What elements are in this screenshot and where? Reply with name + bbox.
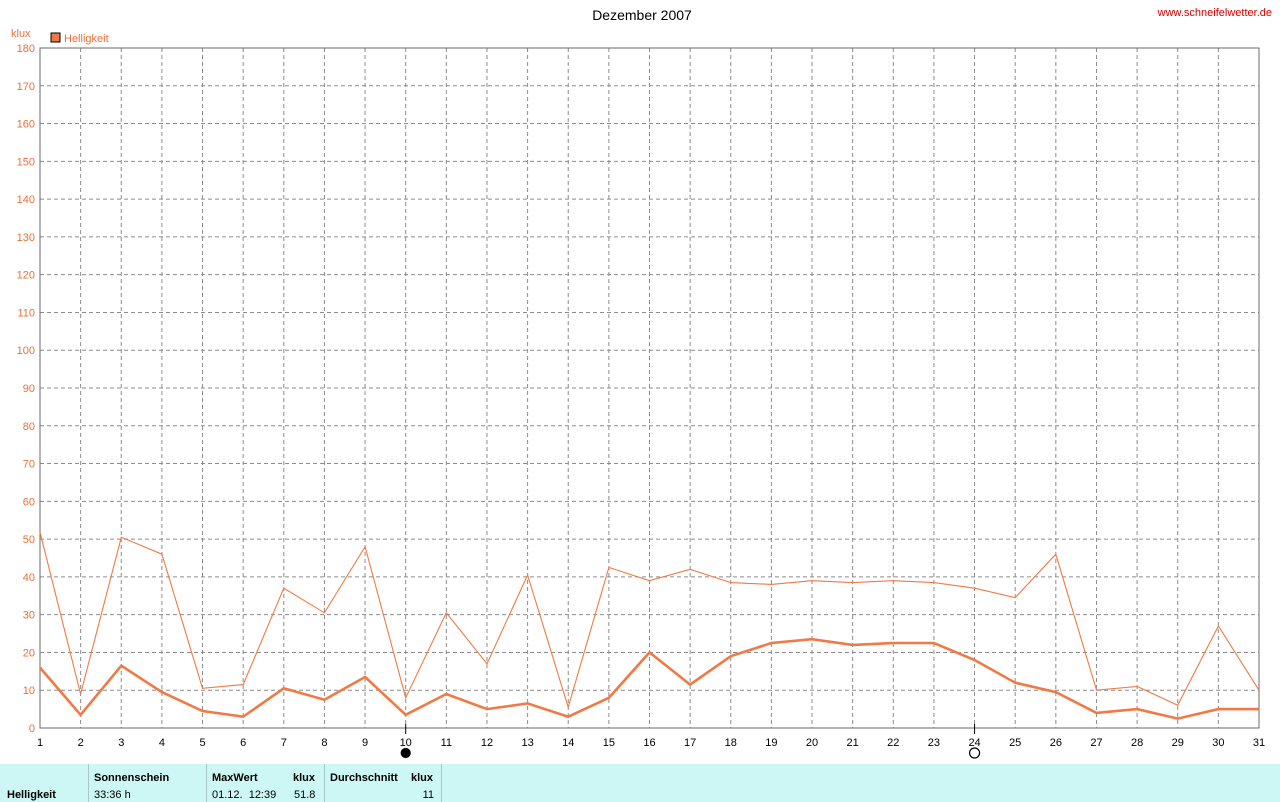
maxwert-header: MaxWert <box>212 772 258 784</box>
x-tick-label: 2 <box>78 737 84 749</box>
y-tick-label: 130 <box>17 232 35 244</box>
moon-phases <box>400 724 981 759</box>
sonnenschein-cell: Sonnenschein 33:36 h <box>89 764 206 802</box>
x-tick-label: 10 <box>400 737 412 749</box>
x-tick-label: 6 <box>240 737 246 749</box>
durchschnitt-cell: Durchschnitt klux 11 <box>325 764 441 802</box>
y-tick-label: 100 <box>17 345 35 357</box>
y-tick-label: 110 <box>17 307 35 319</box>
x-tick-label: 5 <box>199 737 205 749</box>
durchschnitt-value: 11 <box>422 789 434 801</box>
legend-swatch <box>50 32 61 43</box>
x-tick-label: 20 <box>806 737 818 749</box>
x-tick-label: 1 <box>37 737 43 749</box>
y-tick-label: 170 <box>17 81 35 93</box>
x-tick-label: 28 <box>1131 737 1143 749</box>
maxwert-unit: klux <box>293 772 316 784</box>
y-tick-label: 20 <box>23 647 35 659</box>
x-tick-label: 8 <box>321 737 327 749</box>
y-tick-labels: 0 10 20 30 40 50 60 70 80 90 100 110 120 130 140 150 160… <box>17 43 35 735</box>
x-tick-label: 31 <box>1253 737 1265 749</box>
x-tick-label: 18 <box>725 737 737 749</box>
x-tick-label: 12 <box>481 737 493 749</box>
plot-frame <box>39 47 1260 729</box>
maxwert-value: 51.8 <box>294 789 316 801</box>
x-tick-label: 24 <box>968 737 980 749</box>
x-tick-label: 23 <box>928 737 940 749</box>
x-tick-label: 15 <box>603 737 615 749</box>
y-tick-label: 180 <box>17 43 35 55</box>
chart: Dezember 2007 www.schneifelwetter.de klu… <box>11 7 1272 759</box>
stats-table: Helligkeit Sonnenschein 33:36 h MaxWert … <box>0 764 1280 802</box>
x-tick-label: 11 <box>441 737 452 749</box>
y-tick-label: 10 <box>23 685 35 697</box>
maxwert-cell: MaxWert klux 01.12. 12:39 51.8 <box>207 764 324 802</box>
y-tick-label: 70 <box>23 459 35 471</box>
x-tick-label: 13 <box>521 737 533 749</box>
durchschnitt-unit: klux <box>411 772 434 784</box>
x-tick-label: 17 <box>684 737 696 749</box>
x-tick-label: 4 <box>159 737 165 749</box>
y-tick-label: 120 <box>17 270 35 282</box>
x-tick-label: 26 <box>1050 737 1062 749</box>
legend-label: Helligkeit <box>64 33 109 45</box>
x-tick-label: 21 <box>847 737 859 749</box>
x-tick-label: 19 <box>765 737 777 749</box>
sonnenschein-header: Sonnenschein <box>94 772 170 784</box>
y-tick-label: 80 <box>23 421 35 433</box>
y-tick-label: 40 <box>23 572 35 584</box>
series-line-thick <box>39 637 1259 720</box>
x-tick-label: 7 <box>281 737 287 749</box>
durchschnitt-header: Durchschnitt <box>330 772 398 784</box>
x-tick-label: 9 <box>362 737 368 749</box>
maxwert-time: 01.12. 12:39 <box>212 789 277 801</box>
chart-title: Dezember 2007 <box>592 7 692 23</box>
x-tick-label: 27 <box>1090 737 1102 749</box>
x-tick-label: 29 <box>1172 737 1184 749</box>
y-tick-label: 140 <box>17 194 35 206</box>
site-url[interactable]: www.schneifelwetter.de <box>1157 7 1272 19</box>
y-tick-label: 160 <box>17 119 35 131</box>
x-tick-label: 25 <box>1009 737 1021 749</box>
y-tick-label: 50 <box>23 534 35 546</box>
y-tick-label: 30 <box>23 610 35 622</box>
y-tick-label: 0 <box>29 723 35 735</box>
series <box>39 532 1260 720</box>
new-moon-icon <box>400 747 411 759</box>
stats-row-label-cell: Helligkeit <box>0 764 88 802</box>
x-tick-label: 14 <box>562 737 574 749</box>
x-tick-labels: 1 2 3 4 5 6 7 8 9 10 11 12 13 14 15 16 17 18 19 20 21 22 23 24 2… <box>37 737 1265 749</box>
x-tick-label: 30 <box>1212 737 1224 749</box>
y-axis-label: klux <box>11 28 31 40</box>
series-line-thin <box>39 532 1260 710</box>
x-tick-label: 22 <box>887 737 899 749</box>
sonnenschein-value: 33:36 h <box>94 789 131 801</box>
x-tick-label: 16 <box>643 737 655 749</box>
y-tick-label: 150 <box>17 156 35 168</box>
y-tick-label: 60 <box>23 496 35 508</box>
grid <box>39 47 1260 729</box>
y-tick-label: 90 <box>23 383 35 395</box>
full-moon-icon <box>968 747 981 759</box>
stats-row-label: Helligkeit <box>7 789 56 801</box>
legend: Helligkeit <box>50 32 109 45</box>
x-tick-label: 3 <box>118 737 124 749</box>
